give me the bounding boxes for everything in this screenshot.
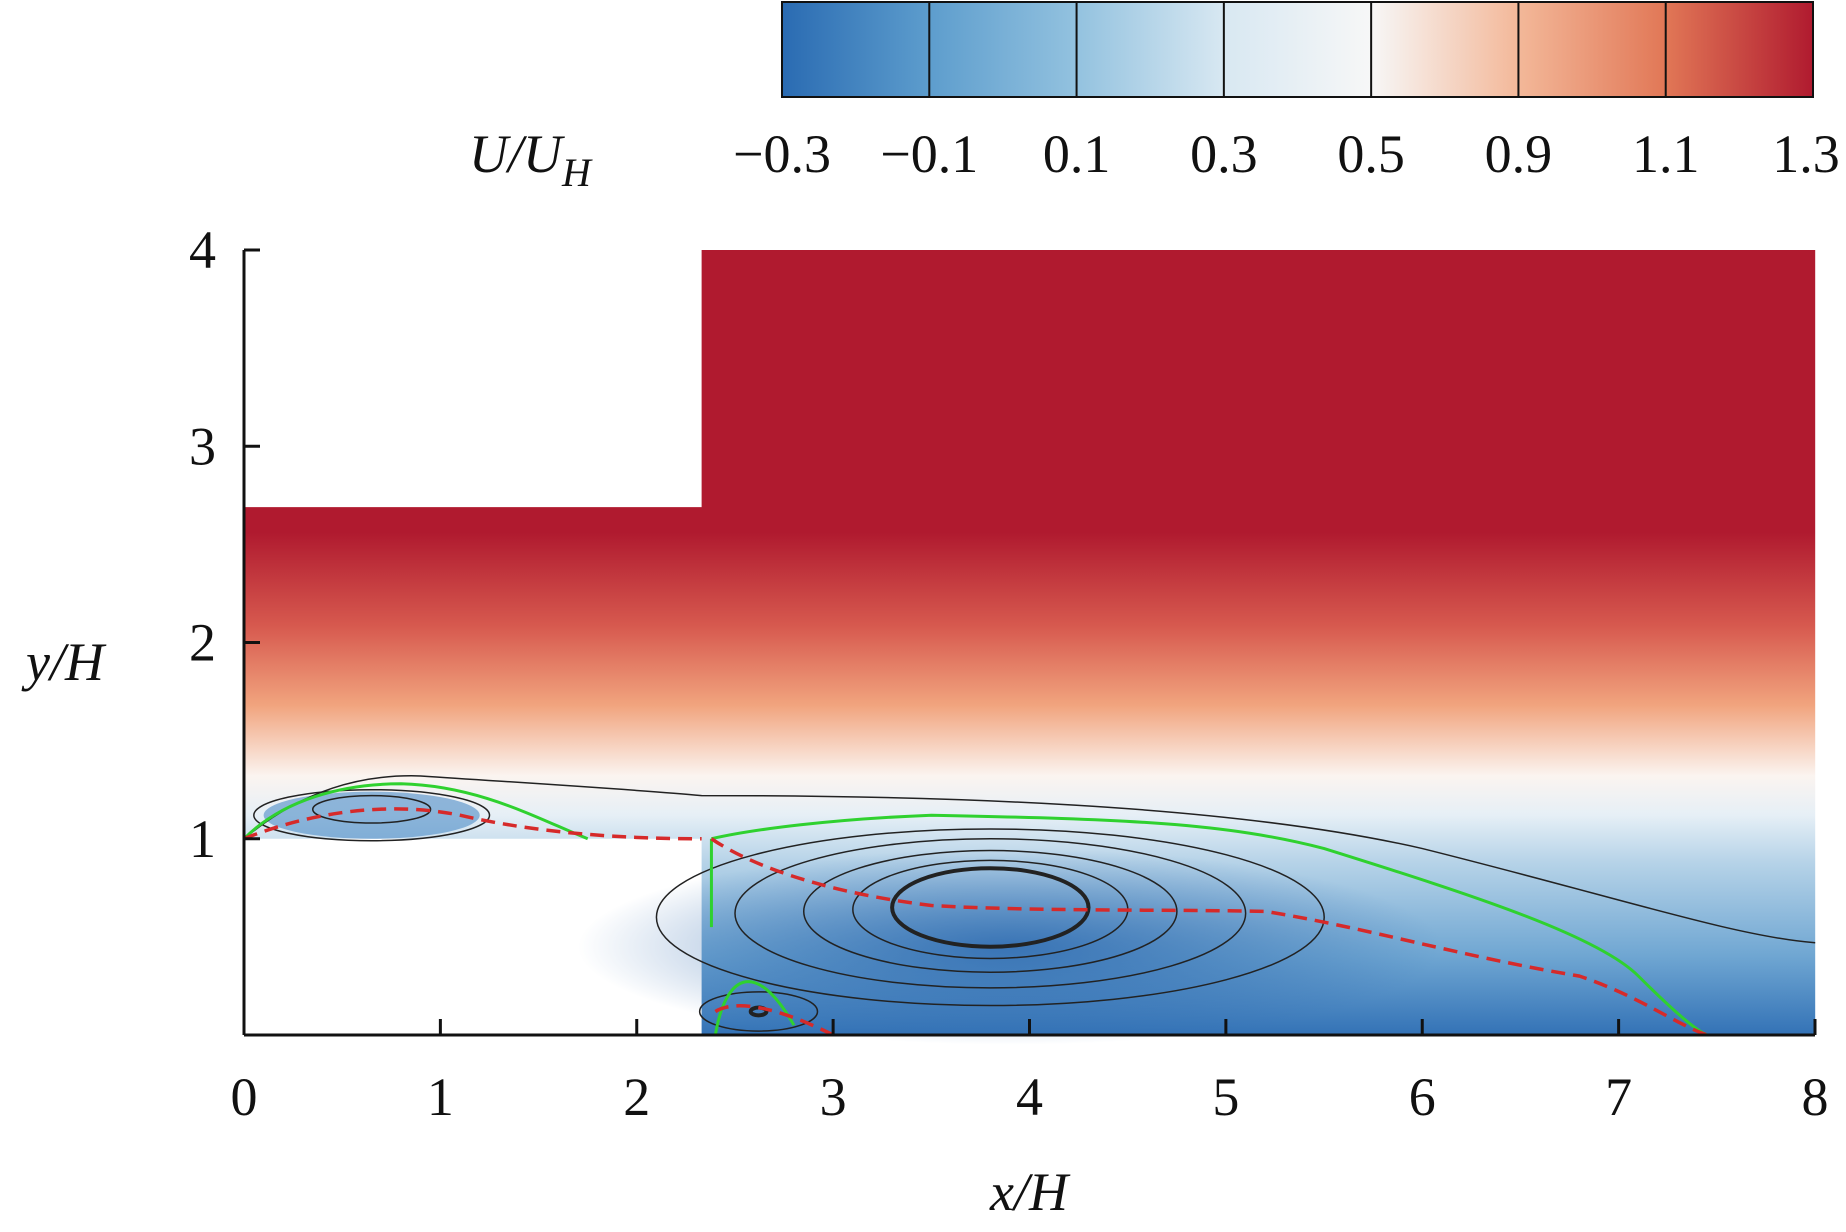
x-axis-label: x/H (989, 1162, 1071, 1222)
streamline (700, 992, 818, 1031)
bubble-shade (263, 791, 480, 839)
y-tick-label: 1 (189, 809, 216, 869)
colorbar-segment (1076, 2, 1225, 97)
colorbar-label-main: U/U (469, 124, 565, 184)
streamline (656, 829, 1324, 1006)
colorbar-segment (1518, 2, 1667, 97)
streamline (254, 790, 490, 841)
zero-velocity-line (244, 784, 1707, 1035)
colorbar-tick-label: 0.3 (1190, 124, 1258, 184)
colorbar-segment (1665, 2, 1814, 97)
colorbar-segment (929, 2, 1078, 97)
colorbar-label: U/UH (469, 124, 593, 195)
colorbar-tick-label: 0.9 (1485, 124, 1553, 184)
y-tick-label: 4 (189, 220, 216, 280)
dividing-streamline (244, 809, 1707, 1035)
streamline (244, 776, 1815, 943)
x-tick-label: 1 (427, 1067, 454, 1127)
velocity-field (244, 250, 1815, 1045)
colorbar-segment (1371, 2, 1519, 97)
colorbar-tick-label: 0.5 (1337, 124, 1405, 184)
colorbar-label-subscript: H (561, 150, 593, 195)
colorbar-tick-label: 0.1 (1043, 124, 1111, 184)
x-tick-label: 6 (1409, 1067, 1436, 1127)
x-tick-label: 0 (231, 1067, 258, 1127)
streamline (892, 868, 1088, 947)
colorbar-tick-label: −0.1 (880, 124, 978, 184)
colorbar-tick-label: −0.3 (733, 124, 831, 184)
x-tick-label: 2 (623, 1067, 650, 1127)
streamline (313, 796, 431, 823)
x-tick-label: 5 (1212, 1067, 1239, 1127)
x-tick-label: 7 (1605, 1067, 1632, 1127)
x-tick-label: 3 (820, 1067, 847, 1127)
colorbar-segment (782, 2, 930, 97)
colorbar-segment (1223, 2, 1372, 97)
y-axis-label: y/H (21, 632, 107, 692)
colorbar-tick-label: 1.3 (1772, 124, 1840, 184)
y-tick-label: 3 (189, 416, 216, 476)
streamline (804, 851, 1177, 973)
colorbar-tick-label: 1.1 (1632, 124, 1700, 184)
x-tick-label: 8 (1802, 1067, 1829, 1127)
y-tick-label: 2 (189, 613, 216, 673)
x-tick-label: 4 (1016, 1067, 1043, 1127)
streamline (735, 839, 1246, 988)
